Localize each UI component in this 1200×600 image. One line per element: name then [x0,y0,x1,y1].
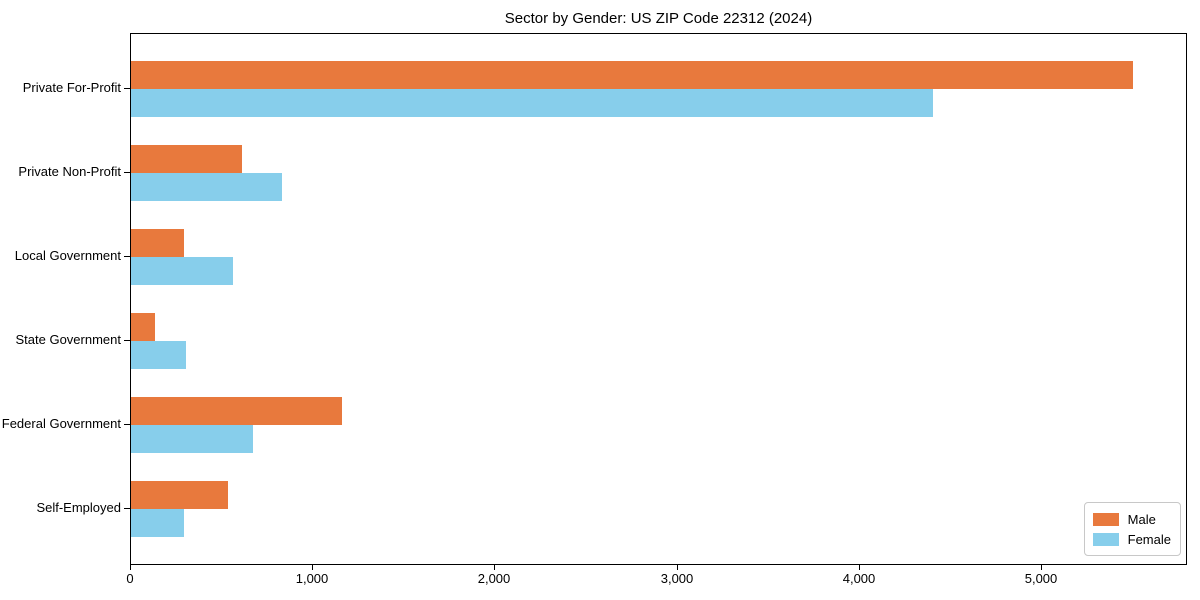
x-tick-label: 0 [126,571,134,586]
x-tick-mark [312,565,313,570]
bar-male [131,61,1133,89]
bars-layer [131,34,1186,564]
y-tick-label: Local Government [14,248,121,263]
legend-item: Male [1092,509,1171,529]
legend-label: Male [1127,511,1156,527]
legend-label: Female [1127,531,1171,547]
y-tick-mark [124,340,130,341]
y-tick-mark [124,256,130,257]
bar-male [131,229,184,257]
bar-female [131,341,186,369]
x-tick-label: 5,000 [1024,571,1058,586]
x-tick-label: 3,000 [660,571,694,586]
plot-area: Male Female [130,33,1187,565]
bar-female [131,425,253,453]
x-tick-mark [859,565,860,570]
y-tick-label: State Government [15,332,122,347]
x-tick-mark [130,565,131,570]
legend-swatch [1092,512,1119,526]
bar-male [131,397,342,425]
x-tick-mark [494,565,495,570]
chart-title: Sector by Gender: US ZIP Code 22312 (202… [504,10,813,27]
y-tick-mark [124,172,130,173]
x-tick-mark [677,565,678,570]
x-tick-label: 1,000 [295,571,329,586]
y-tick-mark [124,508,130,509]
legend: Male Female [1083,502,1181,556]
legend-item: Female [1092,529,1171,549]
bar-male [131,481,228,509]
y-tick-label: Private For-Profit [22,80,121,95]
bar-male [131,313,155,341]
bar-female [131,257,233,285]
y-tick-mark [124,424,130,425]
bar-female [131,173,282,201]
y-tick-label: Self-Employed [36,500,121,515]
bar-male [131,145,242,173]
bar-female [131,509,184,537]
y-tick-mark [124,88,130,89]
x-tick-label: 4,000 [842,571,876,586]
y-tick-label: Federal Government [1,416,121,431]
legend-swatch [1092,532,1119,546]
bar-female [131,89,933,117]
x-tick-mark [1041,565,1042,570]
y-tick-label: Private Non-Profit [18,164,121,179]
x-tick-label: 2,000 [477,571,511,586]
